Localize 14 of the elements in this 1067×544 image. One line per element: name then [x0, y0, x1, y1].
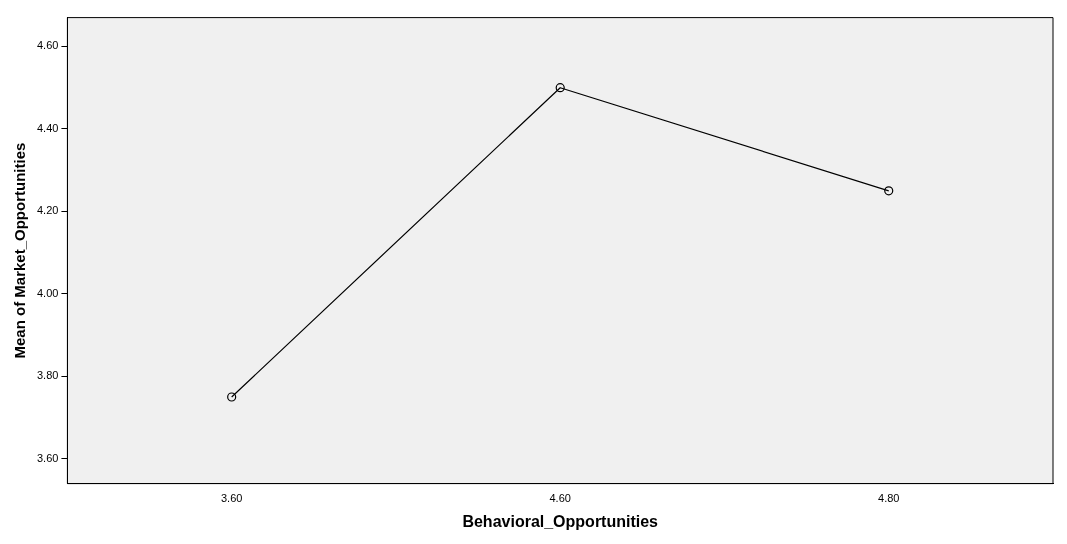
y-tick-label: 4.00 — [36, 286, 59, 299]
y-tick-label: 4.60 — [36, 39, 59, 52]
point — [884, 186, 894, 196]
x-tick-label: 3.60 — [220, 492, 243, 505]
point — [227, 392, 237, 402]
y-tick-label: 3.80 — [36, 369, 59, 382]
y-tick-label: 3.60 — [36, 451, 59, 464]
x-tick-label: 4.80 — [878, 492, 900, 505]
y-axis-title: Mean of Market_Opportunities — [11, 142, 29, 359]
x-axis-title: Behavioral_Opportunities — [462, 512, 659, 530]
x-tick-label: 4.60 — [549, 492, 571, 505]
point — [555, 83, 565, 93]
y-tick-label: 4.40 — [36, 121, 59, 134]
y-tick-label: 4.20 — [36, 204, 59, 217]
